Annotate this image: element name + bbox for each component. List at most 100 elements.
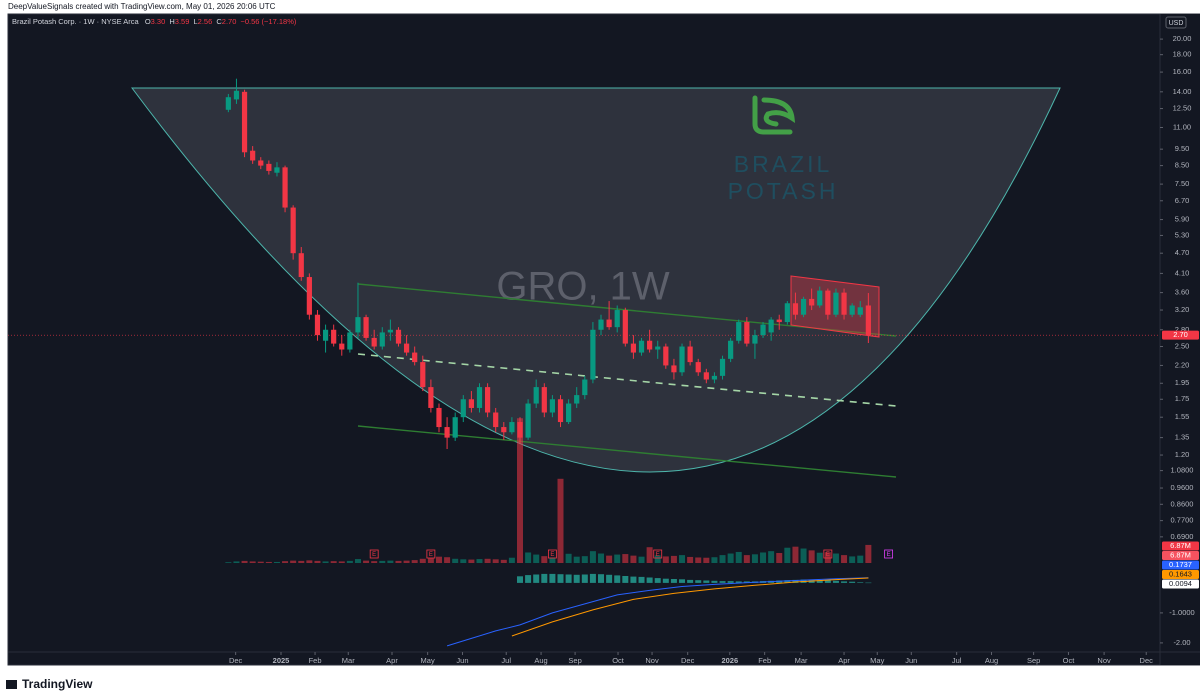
earnings-label: E (550, 552, 554, 558)
histogram-bar (581, 574, 588, 583)
candle-body (509, 422, 515, 433)
volume-bar (306, 560, 313, 563)
volume-bar (371, 561, 378, 563)
y-tick-label: 12.50 (1173, 104, 1192, 113)
candle-body (501, 427, 507, 433)
candle-body (647, 340, 653, 350)
histogram-bar (517, 576, 523, 583)
histogram-bar (784, 580, 791, 583)
histogram-bar (533, 574, 540, 583)
earnings-marker (369, 549, 379, 559)
candle-body (703, 372, 709, 380)
volume-bar (273, 561, 280, 563)
volume-bar (865, 544, 872, 563)
price-badge (1162, 330, 1199, 340)
histogram-bar (857, 582, 864, 583)
logo-text: POTASH (728, 178, 839, 204)
y-tick-label: 7.50 (1175, 179, 1190, 188)
ohlc-value: 2.70 (222, 17, 237, 26)
y-tick-label: 1.35 (1175, 433, 1190, 442)
candle-body (590, 329, 596, 380)
candle-body (606, 319, 612, 328)
candle-body (736, 322, 742, 341)
y-tick-label: 1.55 (1175, 412, 1190, 421)
histogram-bar (865, 582, 872, 584)
price-badge-label: 2.70 (1173, 330, 1188, 339)
volume-bar (711, 557, 718, 563)
histogram-bar (727, 581, 734, 583)
volume-bar (573, 556, 580, 563)
y-tick-label: 0.8600 (1171, 499, 1194, 508)
candle-body (258, 160, 264, 166)
x-tick-label: Sep (568, 656, 581, 665)
histogram-bar (565, 574, 572, 583)
price-badge-label: 0.1643 (1169, 569, 1192, 578)
candle-body (525, 403, 531, 438)
volume-bar (225, 562, 232, 563)
candle-body (833, 292, 839, 315)
x-tick-label: Mar (342, 656, 355, 665)
x-tick-label: Aug (985, 656, 998, 665)
candle-body (282, 167, 288, 208)
candle-body (614, 310, 620, 328)
candle-body (428, 387, 434, 408)
candle-body (306, 277, 312, 315)
histogram-bar (646, 577, 653, 583)
volume-bar (435, 556, 442, 563)
x-tick-label: Nov (1097, 656, 1111, 665)
candle-body (784, 303, 790, 323)
volume-bar (363, 560, 370, 563)
candle-body (630, 343, 637, 353)
histogram-bar (735, 581, 742, 583)
volume-bar (427, 558, 434, 563)
x-tick-label: Nov (645, 656, 659, 665)
candle-body (825, 290, 831, 315)
x-tick-label: Dec (229, 656, 243, 665)
volume-bar (290, 560, 297, 563)
histogram-bar (598, 574, 605, 583)
price-badge (1162, 551, 1199, 560)
currency: USD (1169, 20, 1184, 27)
price-badge (1162, 570, 1199, 579)
volume-bar (581, 556, 588, 563)
volume-bar (508, 557, 515, 563)
candle-body (566, 403, 572, 423)
volume-bar (622, 554, 629, 563)
y-tick-label: -1.0000 (1169, 608, 1194, 617)
volume-bar (549, 557, 556, 563)
y-tick-label: 6.70 (1175, 196, 1190, 205)
candle-body (363, 317, 369, 338)
ohlc-value: 2.56 (198, 17, 213, 26)
y-tick-label: 1.0800 (1171, 466, 1194, 475)
earnings-marker (884, 549, 894, 559)
candle-body (776, 319, 782, 323)
histogram-bar (573, 574, 580, 583)
volume-bar (727, 553, 734, 563)
price-badge-label: 0.1737 (1169, 560, 1192, 569)
volume-bar (662, 556, 669, 563)
volume-bar (444, 557, 451, 563)
candle-body (436, 407, 442, 428)
volume-bar (679, 555, 686, 563)
candle-body (274, 167, 280, 173)
symbol: Brazil Potash Corp. · 1W · NYSE Arca (12, 17, 140, 26)
histogram-bar (719, 581, 726, 583)
y-tick-label: -2.00 (1173, 638, 1190, 647)
earnings-label: E (887, 552, 891, 558)
histogram-bar (695, 580, 702, 583)
y-tick-label: 11.00 (1173, 122, 1191, 131)
volume-bar (703, 557, 710, 563)
logo (752, 95, 796, 135)
volume-bar (379, 560, 386, 563)
volume-bar (452, 558, 459, 563)
histogram-bar (557, 574, 564, 583)
y-tick-label: 9.50 (1175, 144, 1190, 153)
candle-body (841, 292, 847, 315)
y-tick-label: 14.00 (1173, 87, 1192, 96)
candle-body (379, 332, 385, 347)
price-badge (1162, 560, 1199, 570)
candle-body (468, 399, 474, 408)
price-badge (1162, 541, 1199, 551)
x-tick-label: Aug (534, 656, 547, 665)
volume-bar (395, 560, 402, 563)
